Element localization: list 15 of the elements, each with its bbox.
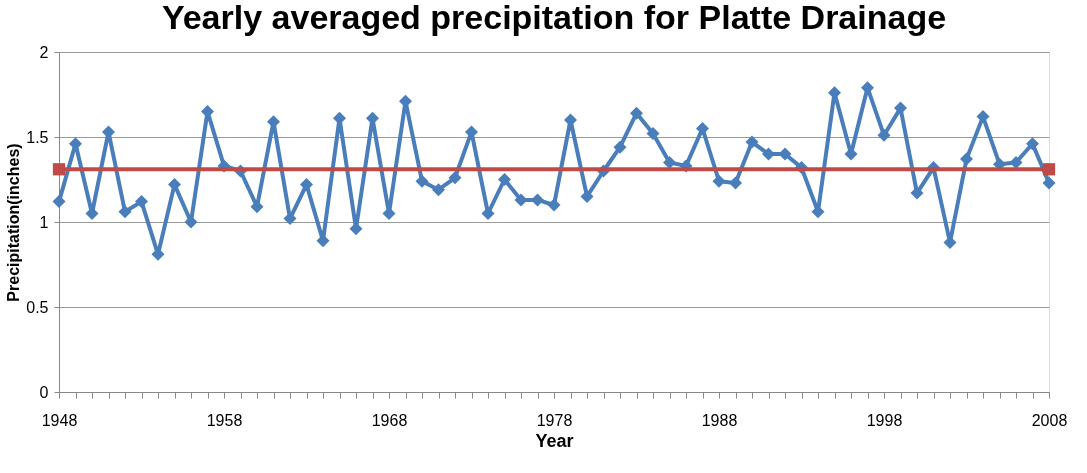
y-tick-label: 0 <box>39 383 49 401</box>
x-tick-label: 1958 <box>206 411 243 429</box>
x-tick-label: 2008 <box>1031 411 1068 429</box>
x-tick-label: 1978 <box>536 411 573 429</box>
x-tick-label: 1988 <box>701 411 738 429</box>
chart-title: Yearly averaged precipitation for Platte Drainage <box>161 0 947 36</box>
x-tick-label: 1998 <box>866 411 903 429</box>
x-tick-label: 1948 <box>41 411 78 429</box>
y-tick-label: 0.5 <box>26 298 49 316</box>
x-tick-label: 1968 <box>371 411 408 429</box>
x-axis-title: Year <box>535 430 574 451</box>
y-tick-label: 2 <box>39 43 49 61</box>
y-axis-title: Precipitation(inches) <box>5 143 23 302</box>
y-tick-label: 1.5 <box>26 128 49 146</box>
y-tick-label: 1 <box>39 213 49 231</box>
